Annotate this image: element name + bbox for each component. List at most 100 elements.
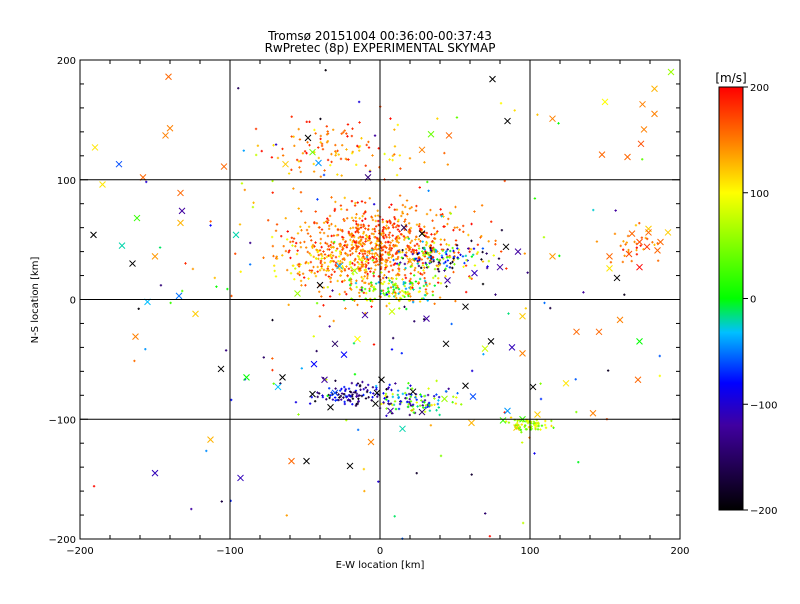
data-point-dot (456, 256, 459, 259)
data-point-dot (392, 245, 396, 248)
data-point-cross (468, 419, 475, 427)
data-point-dot (230, 294, 233, 298)
data-point-dot (382, 401, 385, 404)
data-point-dot (366, 239, 370, 242)
data-point-dot (312, 255, 315, 259)
data-point-dot (328, 277, 332, 280)
data-point-dot (357, 100, 361, 104)
data-point-dot (406, 213, 409, 216)
data-point-dot (312, 335, 315, 338)
data-point-dot (385, 304, 388, 308)
data-point-dot (470, 277, 473, 280)
data-point-dot (334, 255, 338, 259)
data-point-dot (355, 222, 358, 226)
data-point-dot (331, 398, 335, 401)
data-point-dot (391, 403, 394, 407)
data-point-dot (449, 249, 452, 253)
data-point-dot (354, 241, 358, 245)
data-point-dot (375, 388, 378, 391)
data-point-dot (403, 305, 406, 309)
data-point-dot (417, 224, 421, 228)
data-point-dot (424, 253, 427, 256)
data-point-dot (297, 127, 300, 131)
data-point-dot (494, 239, 497, 242)
data-point-dot (357, 236, 360, 240)
data-point-dot (435, 264, 439, 267)
data-point-dot (409, 241, 412, 244)
data-point-dot (390, 256, 393, 259)
data-point-dot (302, 276, 306, 279)
data-point-cross (133, 214, 141, 222)
data-point-dot (432, 394, 436, 398)
data-point-dot (262, 256, 265, 259)
data-point-dot (467, 233, 470, 237)
data-point-dot (358, 240, 362, 243)
data-point-dot (349, 260, 352, 264)
data-point-dot (351, 397, 355, 400)
data-point-dot (354, 250, 358, 253)
data-point-dot (281, 154, 285, 157)
data-point-dot (432, 259, 435, 263)
data-point-cross (237, 474, 244, 482)
data-point-dot (525, 428, 528, 431)
data-point-dot (296, 272, 300, 275)
data-point-dot (395, 240, 399, 243)
data-point-dot (656, 242, 659, 245)
data-point-cross (331, 340, 339, 348)
data-point-dot (276, 156, 280, 160)
data-point-cross (220, 163, 228, 170)
data-point-dot (441, 213, 444, 216)
data-point-cross (529, 383, 537, 391)
data-point-dot (443, 269, 446, 272)
data-point-dot (405, 307, 408, 311)
data-point-dot (362, 225, 365, 228)
data-point-dot (521, 521, 525, 525)
data-point-dot (485, 252, 488, 255)
data-point-dot (416, 405, 419, 408)
data-point-dot (385, 414, 388, 417)
data-point-dot (360, 200, 364, 203)
data-point-dot (363, 287, 367, 291)
data-point-dot (470, 473, 473, 476)
data-point-dot (351, 247, 354, 251)
data-point-dot (461, 255, 465, 258)
data-point-cross (469, 393, 477, 400)
data-point-dot (340, 280, 344, 283)
data-point-dot (325, 398, 328, 401)
data-point-dot (635, 246, 639, 249)
data-point-dot (310, 395, 313, 399)
data-point-dot (338, 250, 342, 253)
data-point-dot (362, 230, 366, 234)
data-point-dot (327, 269, 330, 272)
data-point-dot (323, 257, 326, 260)
data-point-dot (271, 318, 274, 322)
data-point-dot (370, 281, 373, 284)
data-point-dot (452, 255, 456, 259)
data-point-dot (376, 253, 379, 257)
data-point-dot (328, 396, 331, 400)
data-point-dot (339, 204, 343, 207)
data-point-cross (634, 376, 642, 384)
data-point-dot (324, 69, 327, 72)
data-point-dot (272, 144, 275, 147)
data-point-dot (409, 384, 412, 387)
data-point-dot (405, 236, 409, 239)
data-point-dot (367, 396, 370, 399)
data-point-dot (364, 227, 367, 230)
data-point-dot (404, 276, 408, 280)
data-point-dot (397, 267, 400, 270)
data-point-dot (386, 251, 390, 254)
data-point-dot (336, 228, 340, 232)
data-point-dot (209, 220, 212, 223)
data-point-dot (321, 148, 325, 151)
data-point-dot (401, 210, 404, 214)
data-point-dot (412, 407, 415, 411)
data-point-dot (623, 293, 626, 296)
data-point-dot (383, 397, 386, 400)
data-point-dot (418, 222, 421, 226)
data-point-dot (423, 276, 426, 280)
data-point-dot (417, 281, 420, 284)
data-point-dot (412, 250, 415, 253)
data-point-dot (520, 423, 523, 426)
data-point-dot (418, 186, 421, 189)
